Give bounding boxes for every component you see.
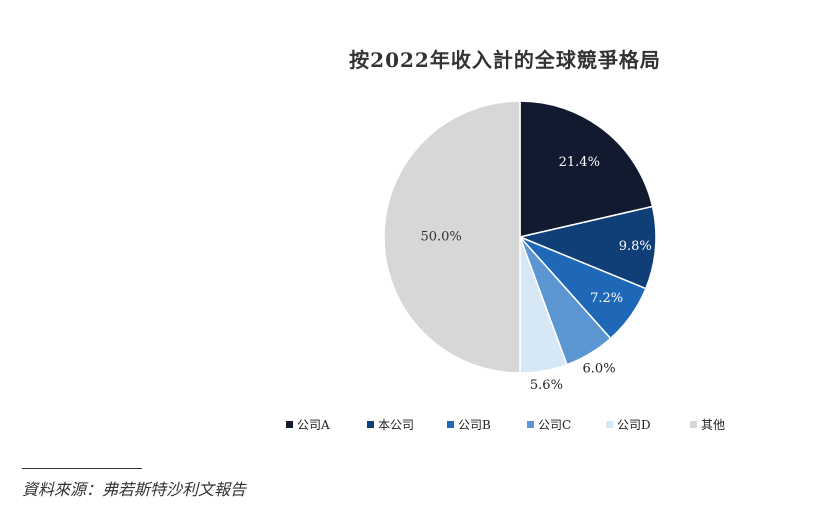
- pie-slice: [517, 205, 657, 290]
- legend-item: 其他: [690, 416, 725, 433]
- legend-item: 公司D: [606, 416, 651, 433]
- pie-slice: [519, 100, 654, 238]
- legend-label: 公司A: [297, 418, 330, 432]
- chart-title: 按2022年收入計的全球競爭格局: [349, 48, 661, 72]
- legend-label: 公司D: [617, 418, 651, 432]
- legend-swatch: [527, 421, 534, 428]
- legend-swatch: [447, 421, 454, 428]
- legend-swatch: [690, 421, 697, 428]
- legend-swatch: [286, 421, 293, 428]
- legend-item: 公司A: [286, 416, 330, 433]
- slice-data-label: 7.2%: [590, 291, 623, 306]
- slice-data-label: 6.0%: [583, 361, 616, 376]
- legend-swatch: [367, 421, 374, 428]
- legend-label: 公司C: [538, 418, 572, 432]
- legend-item: 公司B: [447, 416, 491, 433]
- slice-data-label: 9.8%: [619, 239, 652, 254]
- legend: 公司A 本公司 公司B 公司C 公司D 其他: [286, 416, 786, 436]
- slice-data-label: 50.0%: [420, 230, 461, 245]
- legend-item: 本公司: [367, 416, 414, 433]
- legend-item: 公司C: [527, 416, 571, 433]
- slice-data-label: 21.4%: [559, 155, 600, 170]
- legend-swatch: [606, 421, 613, 428]
- slice-data-label: 5.6%: [530, 378, 563, 393]
- legend-label: 本公司: [378, 418, 415, 432]
- pie-slice: [383, 100, 521, 374]
- legend-label: 其他: [701, 418, 726, 432]
- legend-label: 公司B: [458, 418, 491, 432]
- source-divider: [22, 468, 142, 469]
- source-note: 資料來源：弗若斯特沙利文報告: [22, 480, 247, 499]
